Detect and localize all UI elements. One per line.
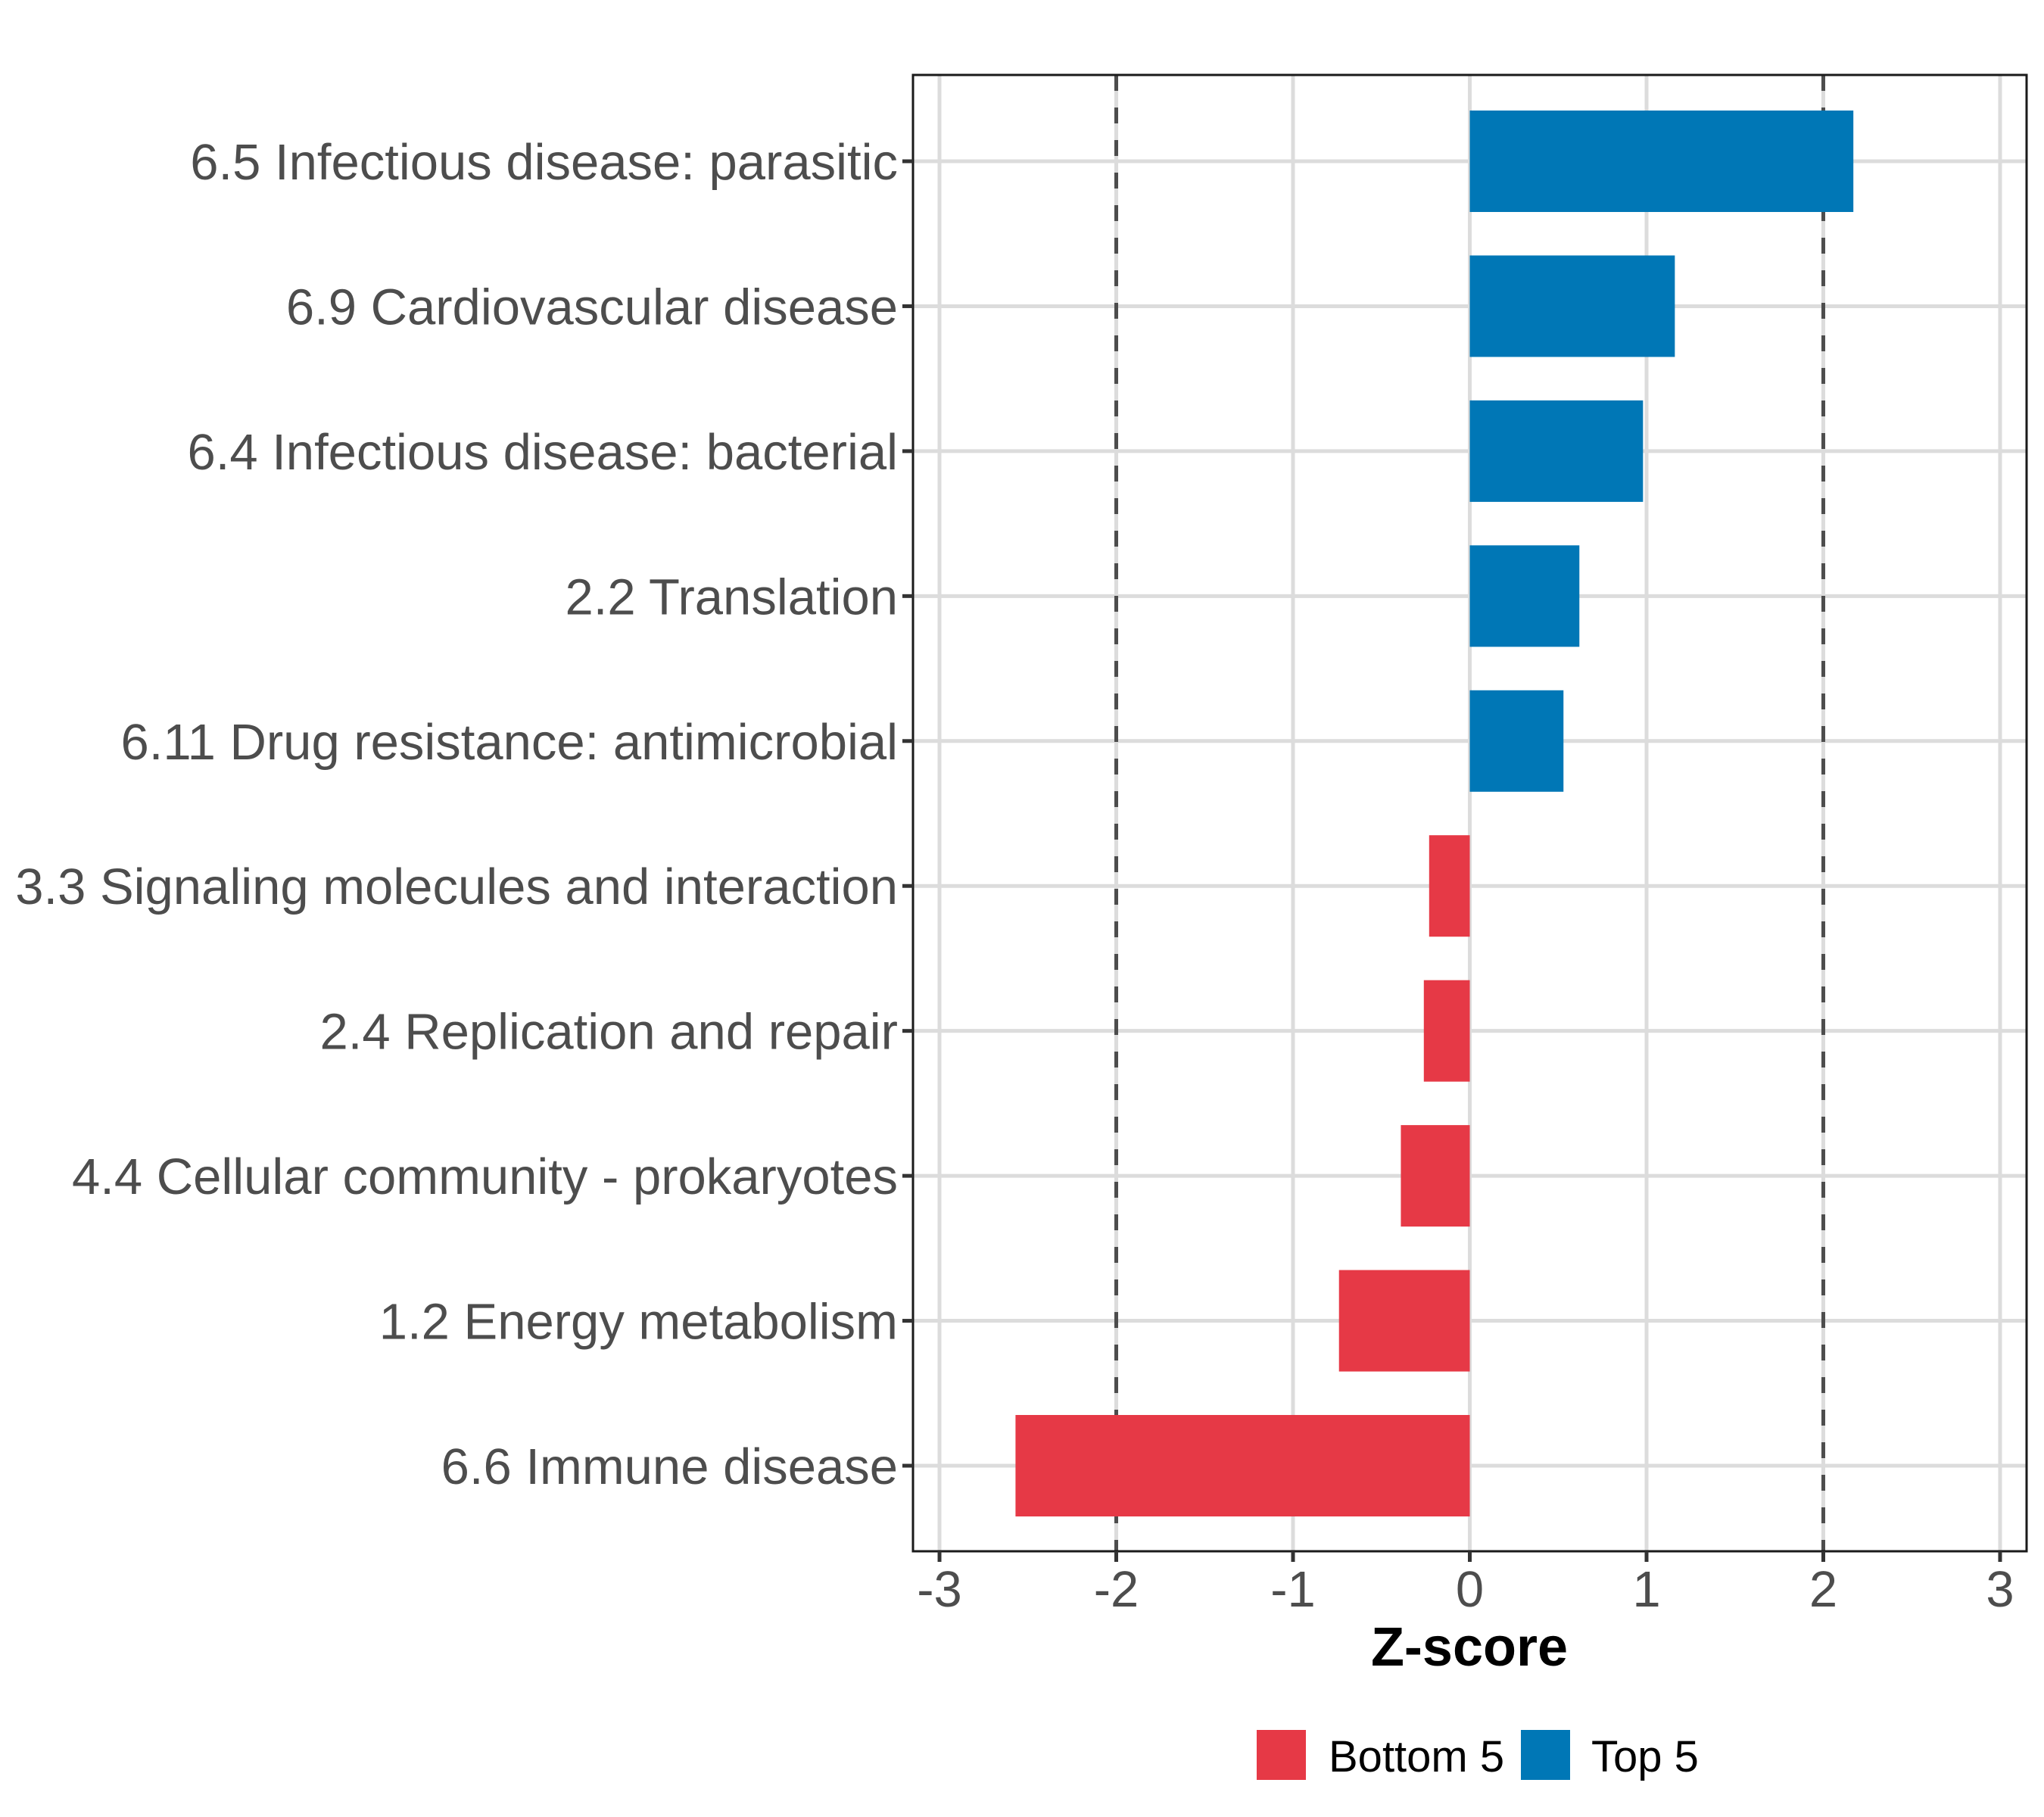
y-tick-label: 6.11 Drug resistance: antimicrobial <box>120 714 898 771</box>
bar-6-4-infectious-disease-bacterial <box>1469 400 1644 502</box>
y-tick-label: 1.2 Energy metabolism <box>379 1294 898 1351</box>
y-tick-label: 6.6 Immune disease <box>441 1438 898 1495</box>
bar-6-5-infectious-disease-parasitic <box>1469 110 1854 213</box>
bar-6-6-immune-disease <box>1015 1414 1470 1517</box>
x-axis: -3 -2 -1 0 1 2 3 <box>917 1551 2014 1618</box>
bar-3-3-signaling-molecules-and-interaction <box>1429 835 1470 937</box>
bar-6-9-cardiovascular-disease <box>1469 255 1675 357</box>
x-axis-title: Z-score <box>1371 1617 1568 1678</box>
x-tick-label: -3 <box>917 1561 962 1618</box>
legend: Bottom 5 Top 5 <box>1257 1730 1699 1781</box>
legend-label-top-5: Top 5 <box>1591 1732 1699 1781</box>
y-tick-label: 3.3 Signaling molecules and interaction <box>15 859 898 915</box>
y-tick-label: 4.4 Cellular community - prokaryotes <box>72 1148 898 1205</box>
bar-6-11-drug-resistance-antimicrobial <box>1469 690 1564 792</box>
x-tick-label: -1 <box>1270 1561 1316 1618</box>
bars <box>1015 110 1854 1517</box>
x-tick-label: 3 <box>1986 1561 2014 1618</box>
x-tick-label: 1 <box>1632 1561 1660 1618</box>
x-tick-label: 0 <box>1456 1561 1484 1618</box>
legend-key-top-5 <box>1521 1730 1570 1780</box>
y-axis: 6.5 Infectious disease: parasitic 6.9 Car… <box>15 134 913 1495</box>
x-tick-label: 2 <box>1809 1561 1837 1618</box>
bar-1-2-energy-metabolism <box>1338 1270 1470 1372</box>
bar-2-2-translation <box>1469 545 1580 647</box>
x-tick-label: -2 <box>1094 1561 1139 1618</box>
y-tick-label: 6.9 Cardiovascular disease <box>286 279 898 335</box>
y-tick-label: 2.4 Replication and repair <box>319 1004 898 1061</box>
bar-2-4-replication-and-repair <box>1423 980 1470 1082</box>
y-tick-label: 2.2 Translation <box>566 569 899 625</box>
legend-label-bottom-5: Bottom 5 <box>1329 1732 1504 1781</box>
bar-4-4-cellular-community-prokaryotes <box>1401 1125 1470 1227</box>
y-tick-label: 6.5 Infectious disease: parasitic <box>190 134 898 191</box>
legend-key-bottom-5 <box>1257 1730 1306 1780</box>
y-tick-label: 6.4 Infectious disease: bacterial <box>187 424 898 481</box>
